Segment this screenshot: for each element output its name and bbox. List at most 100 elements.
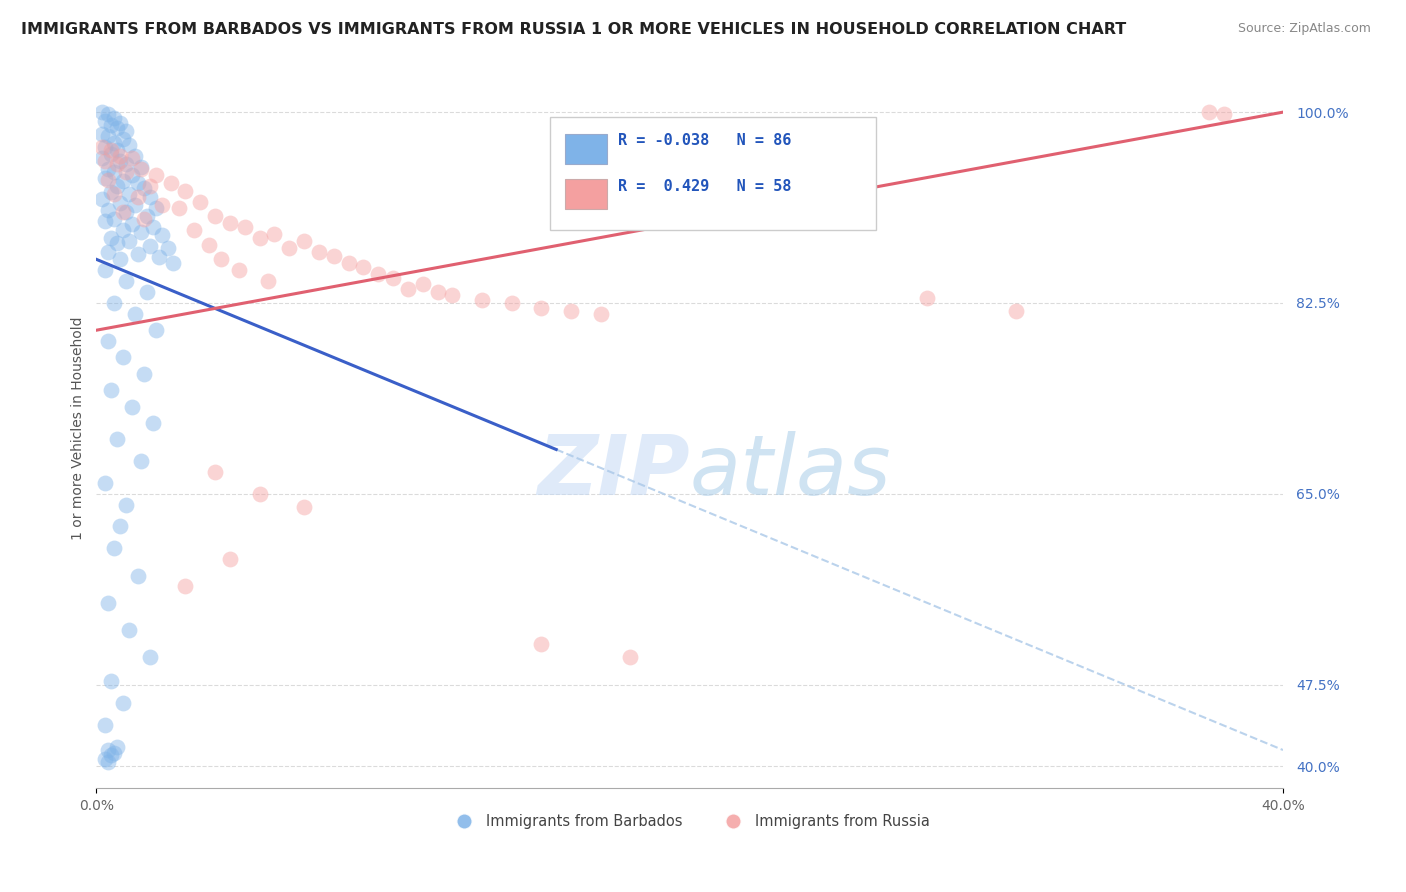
Point [619,650,641,665]
Point [121,151,143,165]
Point [263,227,285,242]
Point [135,285,157,299]
Bar [565,134,606,164]
Point [103,186,125,201]
Point [278,242,301,256]
FancyBboxPatch shape [550,117,876,230]
Point [94,214,117,228]
Point [118,186,141,201]
Point [139,179,162,194]
Point [124,149,146,163]
Point [118,137,141,152]
Point [204,465,226,479]
Point [1005,303,1028,318]
Text: Source: ZipAtlas.com: Source: ZipAtlas.com [1237,22,1371,36]
Point [100,146,122,161]
Point [156,242,179,256]
Point [145,169,167,183]
Text: ZIP: ZIP [537,431,690,512]
Point [124,307,146,321]
Legend: Immigrants from Barbados, Immigrants from Russia: Immigrants from Barbados, Immigrants fro… [443,808,936,835]
Point [108,154,131,169]
Point [142,219,165,234]
Point [103,136,125,150]
Point [97,334,120,348]
Point [115,205,138,219]
Point [127,247,149,261]
Point [501,296,523,310]
Point [471,293,494,307]
Point [94,170,117,185]
Point [150,198,173,212]
Point [337,255,360,269]
Point [915,291,938,305]
Point [162,255,184,269]
Point [100,118,122,132]
Point [132,367,155,381]
Point [97,173,120,187]
Point [1212,107,1234,121]
Point [97,107,120,121]
Point [103,165,125,179]
Point [115,165,138,179]
Bar [565,178,606,209]
Point [94,752,117,766]
Point [188,194,211,209]
Point [129,160,152,174]
Point [100,383,122,397]
Point [100,143,122,157]
Point [105,432,128,446]
Point [129,454,152,468]
Point [121,169,143,183]
Point [105,143,128,157]
Point [132,181,155,195]
Point [112,351,135,365]
Point [204,209,226,223]
Y-axis label: 1 or more Vehicles in Household: 1 or more Vehicles in Household [72,317,86,540]
Point [159,176,181,190]
Point [112,205,135,219]
Point [108,149,131,163]
Point [209,252,232,267]
Point [91,105,114,120]
Point [124,198,146,212]
Point [97,161,120,176]
Point [150,228,173,243]
Point [115,123,138,137]
Point [530,301,553,316]
Point [103,296,125,310]
Point [560,303,582,318]
Point [100,230,122,244]
Point [148,250,170,264]
Text: atlas: atlas [690,431,891,512]
Point [108,252,131,267]
Point [105,121,128,136]
Point [108,519,131,533]
Point [412,277,434,292]
Point [218,216,240,230]
Point [112,223,135,237]
Point [97,596,120,610]
Point [94,113,117,128]
Point [105,157,128,171]
Point [115,157,138,171]
Point [112,174,135,188]
Point [115,274,138,288]
Point [127,568,149,582]
Point [382,271,405,285]
Point [145,323,167,337]
Point [97,743,120,757]
Point [139,239,162,253]
Point [121,400,143,414]
Point [105,235,128,250]
Text: R =  0.429   N = 58: R = 0.429 N = 58 [619,178,792,194]
Point [103,746,125,760]
Point [91,193,114,207]
Text: IMMIGRANTS FROM BARBADOS VS IMMIGRANTS FROM RUSSIA 1 OR MORE VEHICLES IN HOUSEHO: IMMIGRANTS FROM BARBADOS VS IMMIGRANTS F… [21,22,1126,37]
Point [142,416,165,430]
Point [233,219,256,234]
Point [396,282,419,296]
Point [426,285,449,299]
Point [91,151,114,165]
Point [97,129,120,144]
